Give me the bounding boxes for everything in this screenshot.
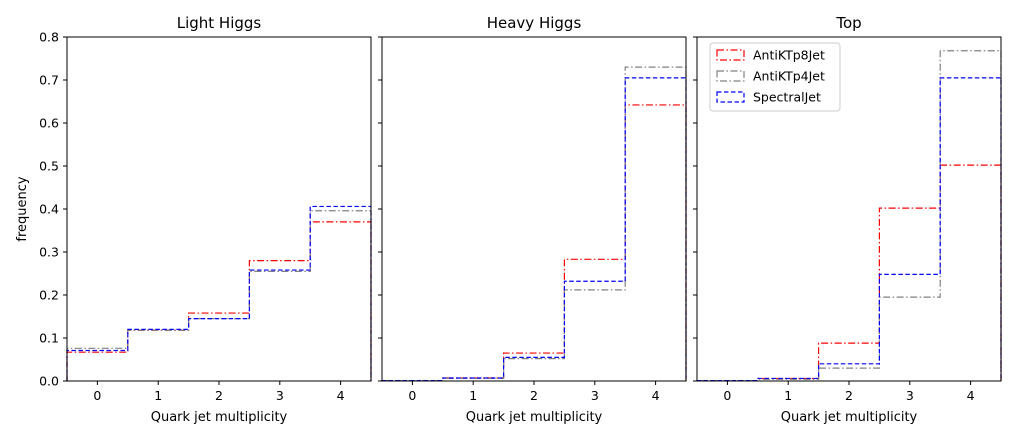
legend-entry: AntiKTp4Jet	[753, 69, 825, 84]
x-tick-label: 3	[276, 388, 284, 403]
chart-title: Light Higgs	[177, 14, 262, 32]
y-tick-label: 0.1	[39, 331, 59, 346]
legend-entry: SpectralJet	[753, 90, 821, 105]
legend: AntiKTp8Jet AntiKTp4Jet SpectralJet	[709, 42, 841, 112]
y-tick-label: 0.5	[39, 159, 59, 174]
legend-swatch	[716, 49, 745, 61]
y-tick-label: 0.6	[39, 116, 59, 131]
x-tick-label: 2	[845, 388, 853, 403]
legend-entry: AntiKTp8Jet	[753, 48, 825, 63]
x-tick-label: 3	[591, 388, 599, 403]
series-line-spectraljet	[381, 77, 687, 382]
x-tick-label: 4	[337, 388, 345, 403]
x-axis-label: Quark jet multiplicity	[466, 410, 603, 425]
series-line-spectraljet	[66, 205, 372, 381]
y-tick-label: 0.8	[39, 30, 59, 45]
x-tick-label: 0	[93, 388, 101, 403]
chart-panel-2: Heavy Higgs 0 1 2 3 4 Quark jet multiplicity	[378, 14, 687, 425]
chart-title: Top	[835, 14, 861, 32]
x-tick-label: 4	[967, 388, 975, 403]
x-tick-label: 1	[469, 388, 477, 403]
x-tick-label: 1	[784, 388, 792, 403]
axes-frame	[381, 36, 687, 382]
legend-swatch	[716, 70, 745, 82]
x-tick-label: 0	[408, 388, 416, 403]
series-line-antiktp4jet	[381, 66, 687, 382]
chart-panel-1: Light Higgs 0 1 2 3 4 Quark jet multiplicity 0.…	[15, 14, 372, 425]
legend-box	[709, 42, 841, 112]
y-axis-label: frequency	[15, 176, 30, 242]
axes-frame	[66, 36, 372, 382]
y-tick-label: 0.0	[39, 374, 59, 389]
y-tick-label: 0.7	[39, 73, 59, 88]
y-tick-label: 0.2	[39, 288, 59, 303]
y-tick-label: 0.4	[39, 202, 59, 217]
series-line-antiktp8jet	[381, 104, 687, 382]
legend-swatch	[716, 91, 745, 103]
x-tick-label: 0	[723, 388, 731, 403]
x-tick-label: 4	[652, 388, 660, 403]
x-tick-label: 2	[530, 388, 538, 403]
series-line-spectraljet	[696, 77, 1002, 382]
y-tick-label: 0.3	[39, 245, 59, 260]
x-axis-label: Quark jet multiplicity	[151, 410, 288, 425]
chart-title: Heavy Higgs	[487, 14, 582, 32]
series-line-antiktp8jet	[696, 164, 1002, 382]
x-axis-label: Quark jet multiplicity	[781, 410, 918, 425]
x-tick-label: 1	[154, 388, 162, 403]
x-tick-label: 3	[906, 388, 914, 403]
x-tick-label: 2	[215, 388, 223, 403]
series-line-antiktp8jet	[66, 221, 372, 381]
chart-panel-3: Top 0 1 2 3 4 Quark jet multiplicity AntiKTp8Je…	[693, 14, 1002, 425]
series-line-antiktp4jet	[66, 210, 372, 381]
